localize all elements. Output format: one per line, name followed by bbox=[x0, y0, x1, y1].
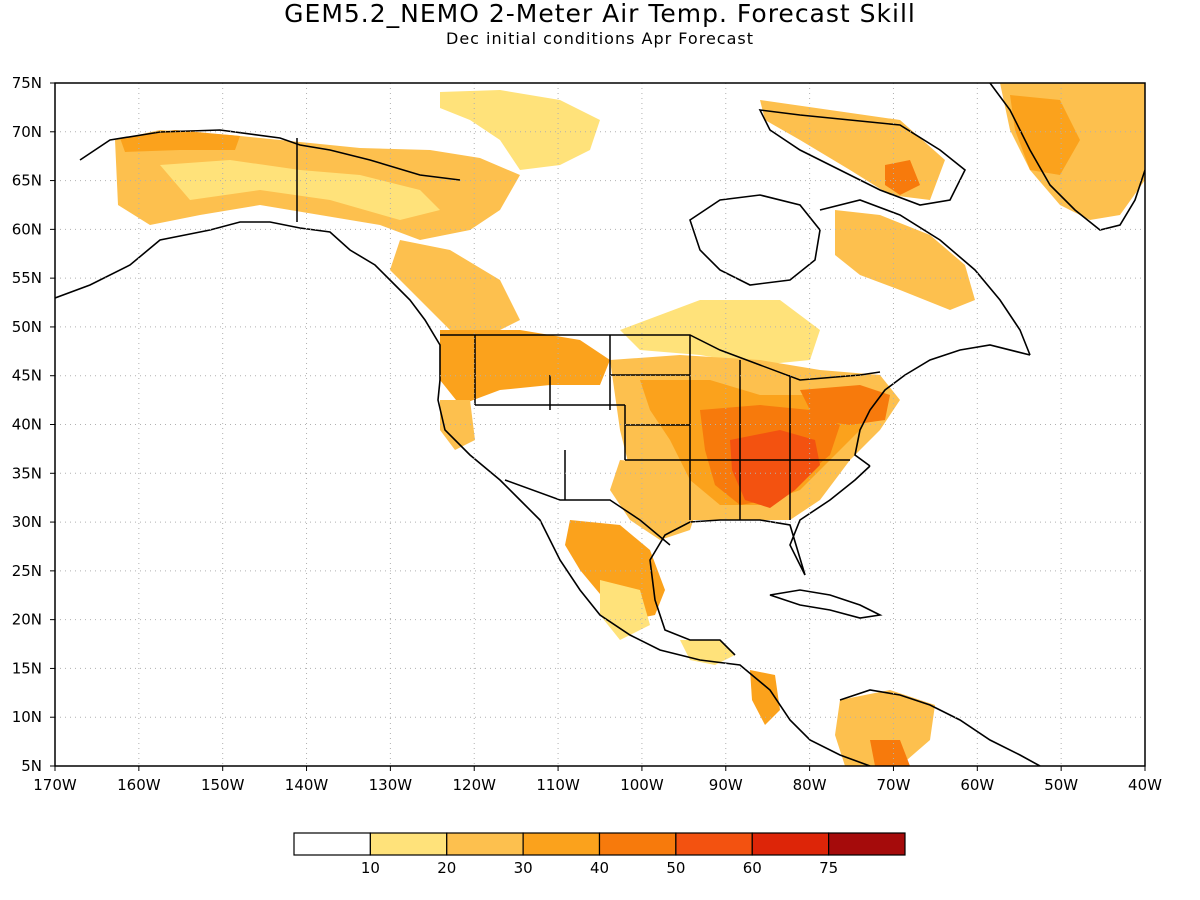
lon-tick-label: 160W bbox=[117, 776, 161, 794]
lat-tick-label: 25N bbox=[12, 562, 42, 580]
lat-tick-label: 55N bbox=[12, 269, 42, 287]
coastline-baffin bbox=[758, 109, 967, 206]
lon-tick-label: 90W bbox=[709, 776, 743, 794]
lon-tick-label: 60W bbox=[960, 776, 994, 794]
coastlines bbox=[55, 83, 1145, 766]
lat-tick-label: 30N bbox=[12, 513, 42, 531]
map-title: GEM5.2_NEMO 2-Meter Air Temp. Forecast S… bbox=[284, 0, 916, 28]
colorbar-swatch bbox=[293, 832, 371, 856]
skill-region-texas bbox=[610, 460, 700, 540]
grid-lines bbox=[55, 83, 1145, 766]
skill-region-nw-canada bbox=[390, 240, 520, 335]
lat-tick-label: 20N bbox=[12, 611, 42, 629]
skill-region-greenland-high bbox=[1010, 95, 1080, 175]
longitude-axis: 170W 160W 150W 140W 130W 120W 110W 100W 90W 80W 70… bbox=[33, 776, 1162, 794]
lat-tick-label: 10N bbox=[12, 708, 42, 726]
skill-shading bbox=[115, 83, 1145, 766]
map-subtitle: Dec initial conditions Apr Forecast bbox=[446, 29, 754, 48]
skill-region-labrador bbox=[835, 210, 975, 310]
skill-region-mexico-light bbox=[600, 580, 650, 640]
lat-tick-label: 50N bbox=[12, 318, 42, 336]
lat-tick-label: 40N bbox=[12, 416, 42, 434]
political-boundaries bbox=[296, 138, 881, 546]
colorbar-label: 10 bbox=[361, 859, 380, 877]
skill-region-pacific-nw bbox=[440, 330, 610, 405]
coastline-east bbox=[854, 344, 1031, 467]
lon-tick-label: 100W bbox=[620, 776, 664, 794]
skill-region-south-america bbox=[835, 690, 935, 766]
lon-tick-label: 70W bbox=[877, 776, 911, 794]
colorbar-label: 20 bbox=[437, 859, 456, 877]
lat-tick-label: 35N bbox=[12, 464, 42, 482]
colorbar-label: 50 bbox=[666, 859, 685, 877]
lon-tick-label: 110W bbox=[536, 776, 580, 794]
colorbar-swatch bbox=[675, 832, 753, 856]
coastline-greenland bbox=[989, 83, 1145, 231]
lat-tick-label: 75N bbox=[12, 74, 42, 92]
skill-region-alaska-light bbox=[160, 160, 440, 220]
tick-marks bbox=[50, 82, 1146, 771]
skill-region-southeast-core bbox=[730, 430, 820, 508]
coastline-cuba bbox=[769, 589, 883, 619]
colorbar-swatch bbox=[522, 832, 601, 856]
lon-tick-label: 140W bbox=[285, 776, 329, 794]
colorbar: 10 20 30 40 50 60 75 bbox=[293, 832, 906, 877]
colorbar-label: 75 bbox=[819, 859, 838, 877]
lon-tick-label: 120W bbox=[452, 776, 496, 794]
lat-tick-label: 65N bbox=[12, 172, 42, 190]
coastline-north-america bbox=[55, 221, 871, 766]
map-plot-area bbox=[55, 83, 1145, 766]
colorbar-swatch bbox=[751, 832, 830, 856]
skill-region-south-america-high bbox=[870, 740, 910, 766]
coastline-hudson-bay bbox=[689, 194, 821, 286]
skill-region-west-coast bbox=[440, 400, 475, 450]
colorbar-swatch bbox=[598, 832, 677, 856]
lon-tick-label: 50W bbox=[1044, 776, 1078, 794]
colorbar-swatch bbox=[828, 832, 906, 856]
lon-tick-label: 170W bbox=[33, 776, 77, 794]
lat-tick-label: 15N bbox=[12, 659, 42, 677]
lon-tick-label: 130W bbox=[369, 776, 413, 794]
lon-tick-label: 150W bbox=[201, 776, 245, 794]
lon-tick-label: 80W bbox=[793, 776, 827, 794]
latitude-axis: 75N 70N 65N 60N 55N 50N 45N 40N 35N 30N 25N 20N 15N 1… bbox=[12, 74, 42, 775]
lat-tick-label: 5N bbox=[21, 757, 42, 775]
coastline-labrador bbox=[819, 199, 1031, 356]
lat-tick-label: 45N bbox=[12, 367, 42, 385]
coastline-alaska-north bbox=[79, 129, 461, 181]
skill-region-central-america bbox=[750, 670, 780, 725]
skill-region-central-canada bbox=[620, 300, 820, 365]
coastline-south-america bbox=[839, 689, 1041, 766]
skill-region-alaska-high bbox=[120, 130, 240, 152]
lon-tick-label: 40W bbox=[1128, 776, 1162, 794]
colorbar-label: 30 bbox=[514, 859, 533, 877]
state-lines bbox=[474, 335, 850, 520]
colorbar-label: 60 bbox=[743, 859, 762, 877]
colorbar-swatch bbox=[369, 832, 448, 856]
colorbar-swatch bbox=[446, 832, 524, 856]
lat-tick-label: 60N bbox=[12, 220, 42, 238]
skill-region-arctic-islands bbox=[440, 90, 600, 170]
border-us-mexico bbox=[504, 479, 671, 546]
colorbar-label: 40 bbox=[590, 859, 609, 877]
lat-tick-label: 70N bbox=[12, 123, 42, 141]
